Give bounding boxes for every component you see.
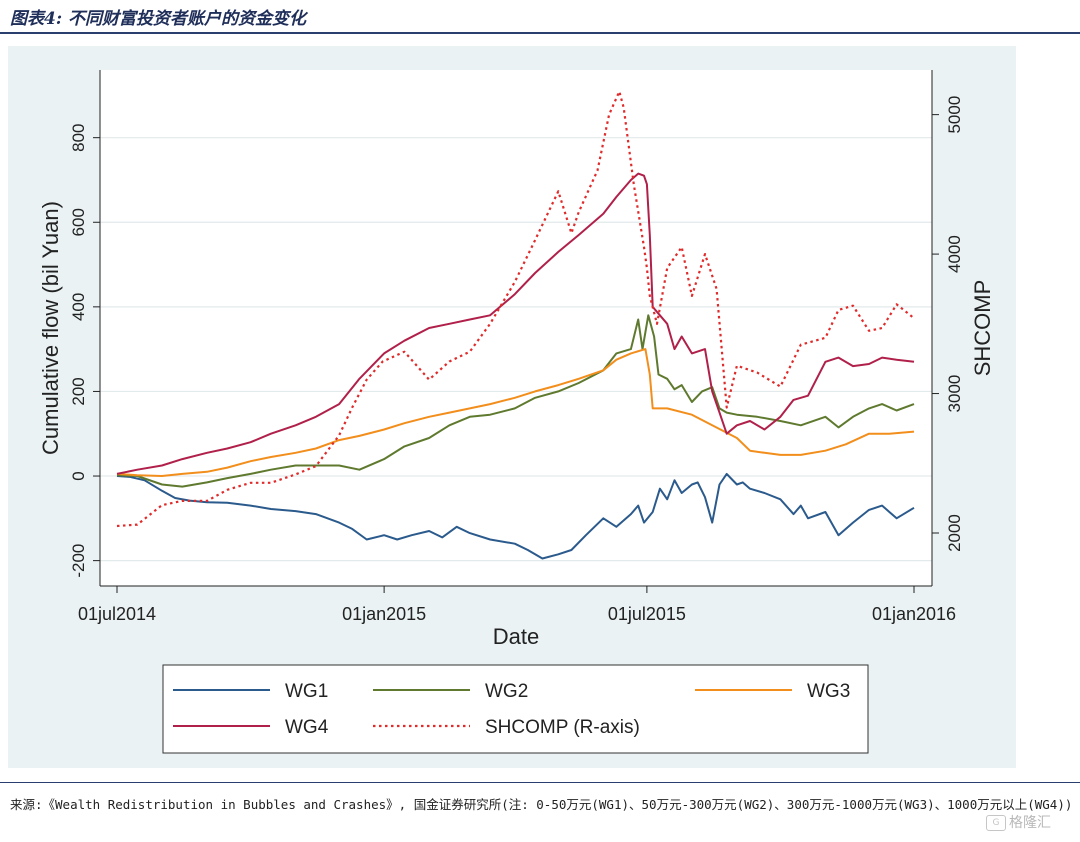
source-note: 来源:《Wealth Redistribution in Bubbles and… (10, 797, 1073, 812)
series-line-wg2 (116, 314, 915, 488)
y2-tick-label: 5000 (945, 96, 964, 134)
legend-label: WG4 (285, 717, 329, 738)
figure-title: 图表4: 不同财富投资者账户的资金变化 (10, 9, 307, 29)
y2-tick-label: 3000 (945, 375, 964, 413)
watermark: G 格隆汇 (986, 812, 1051, 832)
legend-label: WG1 (285, 681, 328, 702)
watermark-logo-icon: G (986, 815, 1006, 831)
legend-label: WG3 (807, 681, 850, 702)
series-line-wg1 (116, 472, 915, 560)
legend-label: WG2 (485, 681, 528, 702)
y-tick-label: 800 (69, 123, 88, 151)
y2-axis-label: SHCOMP (970, 280, 995, 377)
x-tick-label: 01jul2015 (608, 604, 686, 624)
plot-area (100, 70, 932, 586)
y2-tick-label: 2000 (945, 514, 964, 552)
top-divider (0, 32, 1080, 34)
y-tick-label: -200 (69, 544, 88, 578)
y2-tick-label: 4000 (945, 235, 964, 273)
x-tick-label: 01jan2015 (342, 604, 426, 624)
watermark-text: 格隆汇 (1009, 815, 1051, 831)
y-tick-label: 0 (69, 471, 88, 480)
y-tick-label: 200 (69, 377, 88, 405)
y-tick-label: 400 (69, 293, 88, 321)
x-tick-label: 01jan2016 (872, 604, 956, 624)
series-lines (116, 90, 915, 560)
series-line-wg3 (116, 348, 915, 477)
y-axis-label: Cumulative flow (bil Yuan) (38, 201, 63, 455)
x-axis-label: Date (493, 624, 539, 649)
axes: -200 0 200 400 600 800 2000 3000 4000 5000 01jul20… (69, 70, 964, 624)
series-line-wg4 (116, 172, 915, 475)
y-tick-label: 600 (69, 208, 88, 236)
bottom-divider (0, 782, 1080, 783)
x-tick-label: 01jul2014 (78, 604, 156, 624)
legend-label: SHCOMP (R-axis) (485, 717, 640, 738)
legend-box (162, 664, 869, 754)
legend: WG1 WG2 WG3 WG4 SHCOMP (R-axis) (162, 664, 869, 754)
